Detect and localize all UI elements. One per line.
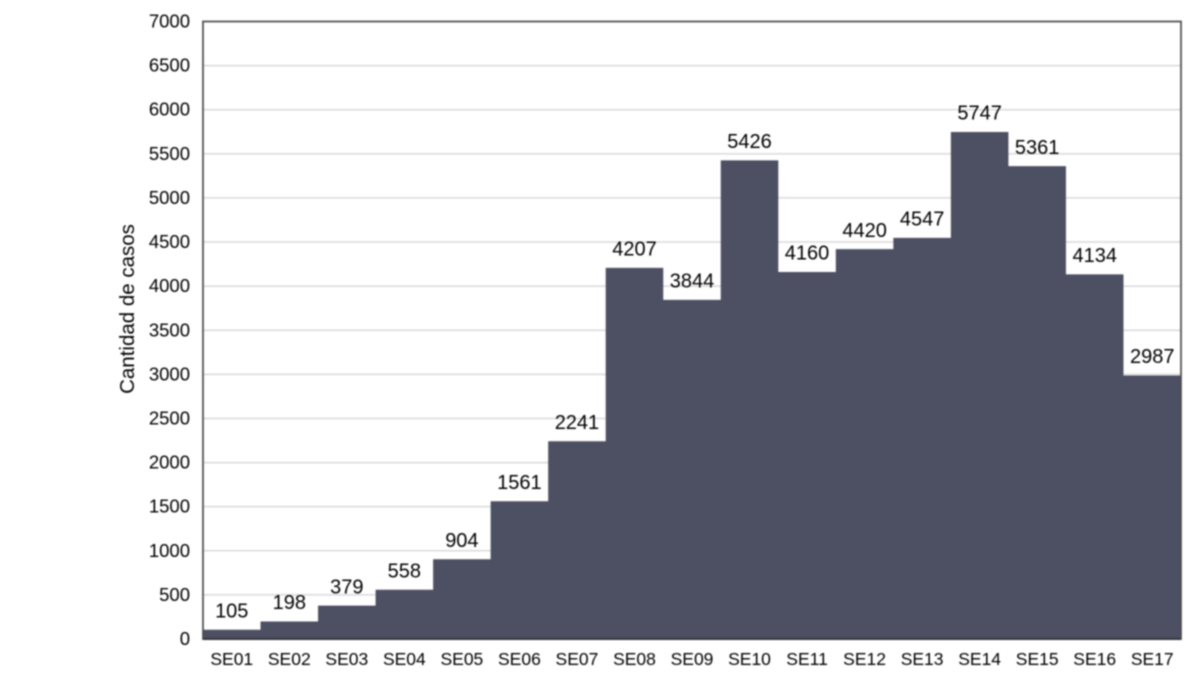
svg-text:4000: 4000 <box>149 275 190 296</box>
svg-text:0: 0 <box>180 628 190 649</box>
svg-text:5000: 5000 <box>149 187 190 208</box>
svg-text:2000: 2000 <box>149 452 190 473</box>
svg-text:6500: 6500 <box>149 55 190 76</box>
svg-text:SE14: SE14 <box>958 649 1001 669</box>
svg-text:SE15: SE15 <box>1016 649 1059 669</box>
svg-text:2241: 2241 <box>555 412 600 434</box>
svg-text:379: 379 <box>330 576 363 598</box>
svg-text:SE07: SE07 <box>556 649 599 669</box>
svg-text:105: 105 <box>215 600 248 622</box>
svg-text:SE03: SE03 <box>325 649 368 669</box>
svg-text:4547: 4547 <box>900 209 945 231</box>
svg-text:SE01: SE01 <box>210 649 253 669</box>
svg-text:904: 904 <box>445 530 478 552</box>
svg-text:SE04: SE04 <box>383 649 426 669</box>
svg-text:5361: 5361 <box>1015 137 1060 159</box>
svg-text:SE06: SE06 <box>498 649 541 669</box>
svg-text:3844: 3844 <box>670 271 715 293</box>
svg-text:3500: 3500 <box>149 319 190 340</box>
svg-text:558: 558 <box>388 560 421 582</box>
svg-text:198: 198 <box>273 592 306 614</box>
svg-text:1561: 1561 <box>497 472 542 494</box>
svg-text:2987: 2987 <box>1130 346 1175 368</box>
svg-text:Cantidad de casos: Cantidad de casos <box>116 224 139 394</box>
svg-text:4160: 4160 <box>785 243 830 265</box>
svg-text:7000: 7000 <box>149 11 190 32</box>
svg-text:500: 500 <box>159 584 190 605</box>
svg-text:SE16: SE16 <box>1073 649 1116 669</box>
svg-text:1500: 1500 <box>149 496 190 517</box>
svg-text:2500: 2500 <box>149 407 190 428</box>
svg-text:SE12: SE12 <box>843 649 886 669</box>
svg-text:4420: 4420 <box>842 220 887 242</box>
svg-text:4134: 4134 <box>1072 245 1117 267</box>
svg-text:1000: 1000 <box>149 540 190 561</box>
svg-text:SE11: SE11 <box>786 649 828 669</box>
svg-text:4207: 4207 <box>612 239 657 261</box>
svg-text:SE10: SE10 <box>728 649 771 669</box>
svg-text:SE17: SE17 <box>1131 649 1174 669</box>
svg-text:SE05: SE05 <box>440 649 483 669</box>
svg-text:SE09: SE09 <box>671 649 714 669</box>
svg-text:SE08: SE08 <box>613 649 656 669</box>
svg-text:3000: 3000 <box>149 363 190 384</box>
svg-text:5747: 5747 <box>957 103 1002 125</box>
svg-text:5426: 5426 <box>727 131 772 153</box>
svg-text:SE13: SE13 <box>901 649 944 669</box>
svg-text:SE02: SE02 <box>268 649 311 669</box>
svg-text:5500: 5500 <box>149 143 190 164</box>
svg-text:4500: 4500 <box>149 231 190 252</box>
svg-text:6000: 6000 <box>149 99 190 120</box>
